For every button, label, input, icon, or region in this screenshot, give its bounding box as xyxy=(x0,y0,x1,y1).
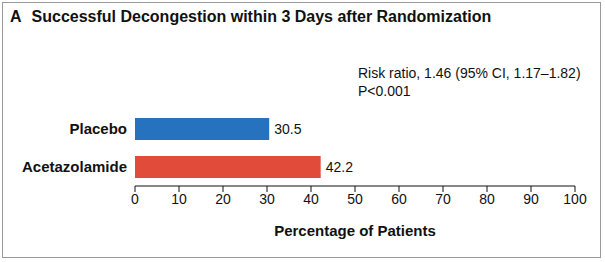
html-text:P<0.001: P<0.001 xyxy=(358,83,411,99)
svg-text:Acetazolamide: Acetazolamide xyxy=(22,158,127,175)
svg-text:30: 30 xyxy=(259,191,275,207)
svg-text:70: 70 xyxy=(435,191,451,207)
svg-text:0: 0 xyxy=(131,191,139,207)
svg-text:50: 50 xyxy=(347,191,363,207)
html-text:A: A xyxy=(10,8,22,25)
svg-text:Placebo: Placebo xyxy=(69,120,127,137)
svg-text:60: 60 xyxy=(391,191,407,207)
svg-text:40: 40 xyxy=(303,191,319,207)
svg-text:42.2: 42.2 xyxy=(326,159,353,175)
html-text:Successful Decongestion within: Successful Decongestion within 3 Days af… xyxy=(31,8,492,25)
svg-text:Percentage of Patients: Percentage of Patients xyxy=(274,222,436,239)
svg-text:20: 20 xyxy=(215,191,231,207)
svg-text:80: 80 xyxy=(479,191,495,207)
svg-text:10: 10 xyxy=(171,191,187,207)
svg-text:30.5: 30.5 xyxy=(274,121,301,137)
svg-text:90: 90 xyxy=(523,191,539,207)
html-text:Risk ratio, 1.46 (95% CI, 1.17: Risk ratio, 1.46 (95% CI, 1.17–1.82) xyxy=(358,65,581,81)
svg-text:100: 100 xyxy=(563,191,587,207)
